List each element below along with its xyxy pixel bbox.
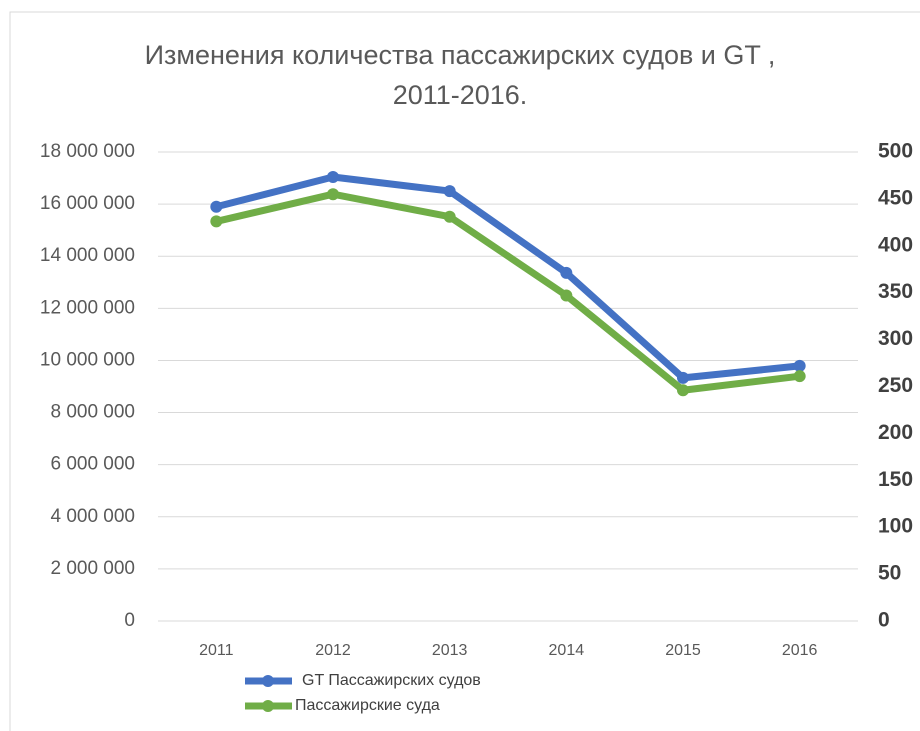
series-line [215, 190, 801, 394]
x-tick-label: 2015 [665, 642, 701, 659]
x-tick-label: 2013 [432, 642, 468, 659]
y-tick-label: 2 000 000 [50, 558, 135, 579]
data-point [677, 384, 689, 397]
legend-marker [262, 700, 274, 712]
data-point [443, 210, 456, 223]
y-tick-label: 12 000 000 [40, 297, 135, 318]
y2-tick-label: 200 [878, 421, 913, 444]
y2-tick-label: 500 [878, 140, 913, 163]
y-tick-label: 4 000 000 [50, 506, 135, 527]
data-point [560, 289, 573, 302]
data-point [327, 188, 339, 201]
y2-tick-label: 0 [878, 609, 890, 632]
chart-title: Изменения количества пассажирских судов … [145, 40, 776, 70]
x-tick-label: 2012 [315, 642, 351, 659]
legend-label: Пассажирские суда [295, 697, 440, 714]
legend-marker [262, 675, 274, 687]
y2-tick-label: 400 [878, 233, 913, 256]
y2-tick-label: 350 [878, 280, 913, 303]
y2-tick-label: 100 [878, 515, 913, 538]
y-tick-label: 6 000 000 [50, 454, 135, 475]
y2-tick-label: 300 [878, 327, 913, 350]
series-line [215, 173, 801, 382]
data-point [210, 200, 223, 213]
data-point [443, 185, 456, 198]
y-tick-label: 16 000 000 [40, 193, 135, 214]
chart-title: 2011-2016. [393, 80, 528, 110]
x-tick-label: 2016 [782, 642, 818, 659]
data-point [677, 371, 689, 384]
data-point [560, 266, 573, 279]
data-point [793, 370, 806, 383]
y2-tick-label: 250 [878, 374, 913, 397]
data-point [327, 171, 339, 184]
y2-tick-label: 150 [878, 468, 913, 491]
data-point [793, 359, 806, 372]
legend-label: GT Пассажирских судов [302, 672, 481, 689]
data-point [210, 215, 223, 228]
y-tick-label: 8 000 000 [50, 402, 135, 423]
y-tick-label: 18 000 000 [40, 141, 135, 162]
y2-tick-label: 450 [878, 186, 913, 209]
y-tick-label: 10 000 000 [40, 349, 135, 370]
y-tick-label: 0 [124, 610, 135, 631]
y-tick-label: 14 000 000 [40, 245, 135, 266]
y2-tick-label: 50 [878, 562, 901, 585]
chart-frame [9, 11, 920, 731]
x-tick-label: 2011 [199, 642, 234, 659]
x-tick-label: 2014 [549, 642, 585, 659]
